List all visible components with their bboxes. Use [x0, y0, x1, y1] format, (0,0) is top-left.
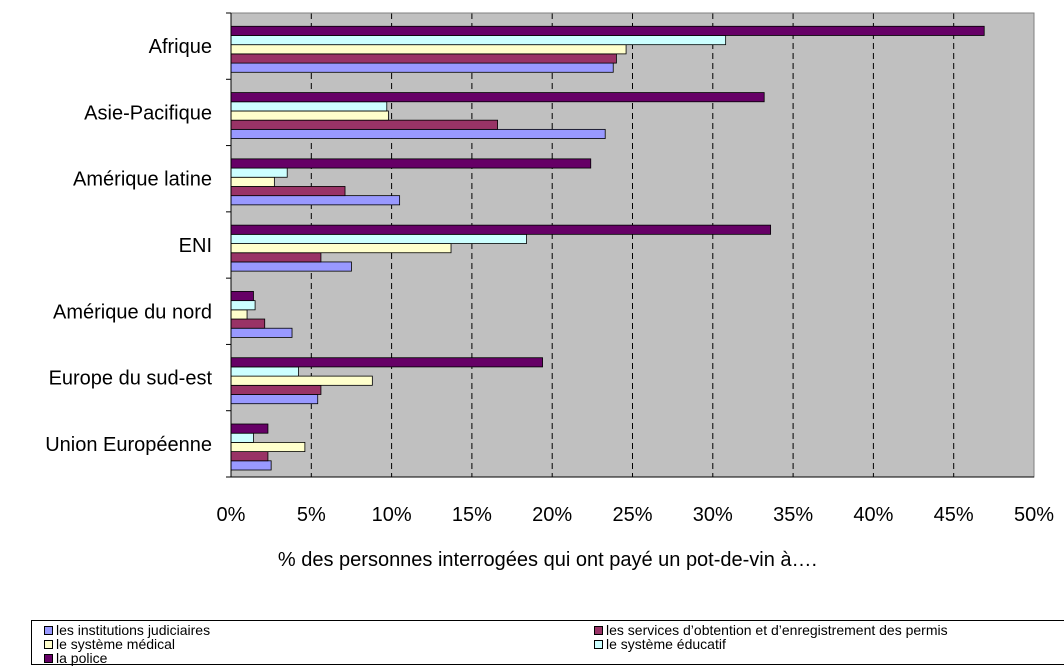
bar [230, 62, 614, 73]
bar [230, 460, 272, 471]
bar [230, 309, 248, 320]
legend-swatch [44, 639, 53, 649]
x-tick-label: 15% [452, 504, 492, 526]
bar [230, 394, 319, 405]
bar [230, 291, 254, 302]
bar [230, 101, 388, 112]
legend-item: le système médical [44, 636, 175, 652]
bar [230, 176, 275, 187]
bar [230, 25, 985, 36]
bars [230, 25, 985, 471]
category-label: Union Européenne [45, 434, 212, 456]
x-tick-label: 5% [297, 504, 326, 526]
x-tick-label: 30% [693, 504, 733, 526]
x-tick-label: 50% [1014, 504, 1054, 526]
bar [230, 432, 254, 443]
category-label: Asie-Pacifique [84, 102, 212, 124]
bar [230, 233, 527, 244]
category-label: Amérique latine [73, 169, 212, 191]
legend-label: le système médical [56, 636, 176, 652]
legend-item: la police [44, 650, 107, 666]
bar [230, 44, 627, 55]
bar [230, 186, 346, 197]
legend-swatch [44, 625, 53, 635]
axes [226, 12, 1035, 478]
category-label: ENI [179, 235, 212, 257]
x-tick-labels: 0% 5% 10% 15% 20% 25% 30% 35% 40% 45% 50% [217, 504, 1055, 526]
bar [230, 327, 293, 338]
bar [230, 119, 498, 130]
bar-chart: Afrique Asie-Pacifique Amérique latine ENI A… [45, 12, 1055, 571]
x-tick-label: 20% [532, 504, 572, 526]
bar [230, 195, 401, 206]
bar [230, 243, 452, 254]
x-tick-label: 0% [217, 504, 246, 526]
legend-label: les services d’obtention et d’enregistre… [606, 622, 948, 638]
bar [230, 357, 543, 368]
bar [230, 128, 606, 139]
bar [230, 252, 322, 263]
bar [230, 167, 288, 178]
bar [230, 224, 772, 235]
bar [230, 158, 592, 169]
category-label: Afrique [149, 36, 212, 58]
legend-item: les institutions judiciaires [44, 622, 210, 638]
bar [230, 423, 269, 434]
bar [230, 384, 322, 395]
legend-item: le système éducatif [594, 636, 726, 652]
bar [230, 92, 765, 103]
x-tick-label: 25% [612, 504, 652, 526]
bar [230, 53, 617, 64]
legend-label: les institutions judiciaires [56, 622, 211, 638]
bar [230, 451, 269, 462]
bar [230, 261, 352, 272]
legend-swatch [594, 625, 603, 635]
legend-item: les services d’obtention et d’enregistre… [594, 622, 948, 638]
bar [230, 375, 373, 386]
legend-label: la police [56, 650, 108, 666]
bar [230, 300, 256, 311]
bar [230, 318, 266, 329]
x-tick-label: 10% [372, 504, 412, 526]
bar [230, 110, 389, 121]
x-tick-label: 35% [773, 504, 813, 526]
bar [230, 366, 299, 377]
x-axis-title: % des personnes interrogées qui ont payé… [278, 549, 817, 571]
bar [230, 441, 306, 452]
legend-label: le système éducatif [606, 636, 726, 652]
category-label: Europe du sud-est [49, 368, 213, 390]
legend: les institutions judiciaires les services… [31, 620, 1064, 666]
category-labels: Afrique Asie-Pacifique Amérique latine ENI A… [45, 36, 212, 456]
bar [230, 35, 727, 46]
x-tick-label: 45% [934, 504, 974, 526]
x-tick-label: 40% [853, 504, 893, 526]
legend-swatch [44, 653, 53, 663]
legend-swatch [594, 639, 603, 649]
category-label: Amérique du nord [53, 301, 212, 323]
